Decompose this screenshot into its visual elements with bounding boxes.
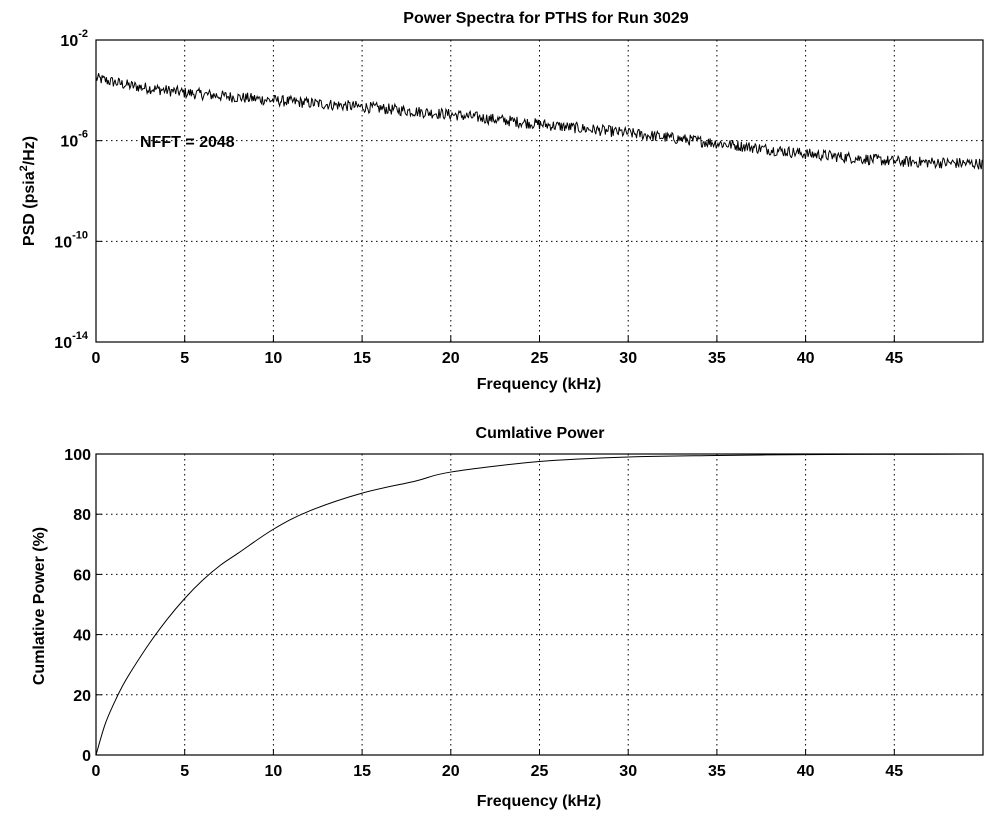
cumulative-x-axis-label: Frequency (kHz) [477, 793, 601, 810]
psd-panel: Power Spectra for PTHS for Run 3029 0 5 10… [18, 10, 984, 393]
cumulative-y-tick-label: 60 [73, 567, 91, 584]
psd-y-tick-base: 10 [60, 134, 78, 151]
cumulative-grid [96, 454, 983, 755]
psd-annotation-nfft: NFFT = 2048 [140, 134, 235, 151]
cumulative-y-tick-label: 80 [73, 507, 91, 524]
psd-y-axis-label: PSD (psia2/Hz) [18, 136, 38, 246]
psd-y-tick-label: 10-10 [54, 229, 88, 251]
psd-x-tick-label: 45 [885, 350, 903, 367]
psd-x-tick-label: 20 [442, 350, 460, 367]
psd-y-tick-label: 10-2 [60, 28, 88, 50]
psd-x-tick-label: 40 [797, 350, 815, 367]
psd-y-label-sup: 2 [18, 165, 30, 171]
psd-x-tick-label: 35 [708, 350, 726, 367]
cumulative-y-tick-label: 20 [73, 688, 91, 705]
psd-y-tick-exponent: -2 [78, 28, 88, 40]
cumulative-x-tick-label: 45 [885, 763, 903, 780]
cumulative-y-tick-label: 100 [64, 447, 91, 464]
cumulative-x-ticks: 0 5 10 15 20 25 30 35 40 45 [92, 749, 903, 780]
psd-y-tick-base: 10 [60, 33, 78, 50]
psd-y-tick-base: 10 [54, 234, 72, 251]
cumulative-y-tick-label: 0 [82, 748, 91, 765]
cumulative-x-tick-label: 35 [708, 763, 726, 780]
cumulative-y-ticks: 0 20 40 60 80 100 [64, 447, 102, 765]
cumulative-x-tick-label: 10 [265, 763, 283, 780]
psd-y-tick-exponent: -14 [72, 330, 89, 342]
psd-x-axis-label: Frequency (kHz) [477, 376, 601, 393]
psd-x-tick-label: 0 [92, 350, 101, 367]
psd-y-tick-base: 10 [54, 335, 72, 352]
cumulative-x-tick-label: 5 [180, 763, 189, 780]
psd-y-tick-label: 10-14 [54, 330, 89, 352]
cumulative-series-line [95, 453, 984, 756]
psd-series-line [95, 73, 984, 170]
cumulative-x-tick-label: 0 [92, 763, 101, 780]
psd-y-label-main: PSD (psia [21, 171, 38, 246]
psd-grid [96, 40, 983, 342]
cumulative-x-tick-label: 25 [531, 763, 549, 780]
cumulative-x-tick-label: 30 [619, 763, 637, 780]
cumulative-y-axis-label: Cumlative Power (%) [31, 527, 48, 685]
psd-x-tick-label: 25 [531, 350, 549, 367]
cumulative-x-tick-label: 15 [353, 763, 371, 780]
cumulative-title: Cumlative Power [476, 425, 605, 442]
psd-y-label-tail: /Hz) [21, 136, 38, 165]
cumulative-x-tick-label: 40 [797, 763, 815, 780]
psd-x-ticks: 0 5 10 15 20 25 30 35 40 45 [92, 336, 903, 367]
cumulative-x-tick-label: 20 [442, 763, 460, 780]
psd-x-tick-label: 5 [180, 350, 189, 367]
psd-x-tick-label: 30 [619, 350, 637, 367]
psd-y-tick-exponent: -6 [78, 129, 88, 141]
psd-y-tick-label: 10-6 [60, 129, 88, 151]
psd-y-tick-exponent: -10 [72, 229, 88, 241]
psd-x-tick-label: 10 [265, 350, 283, 367]
psd-x-tick-label: 15 [353, 350, 371, 367]
cumulative-y-tick-label: 40 [73, 628, 91, 645]
psd-title: Power Spectra for PTHS for Run 3029 [403, 10, 689, 27]
cumulative-panel: Cumlative Power 0 5 10 15 20 25 30 35 40 45 0 20 40… [31, 425, 984, 810]
